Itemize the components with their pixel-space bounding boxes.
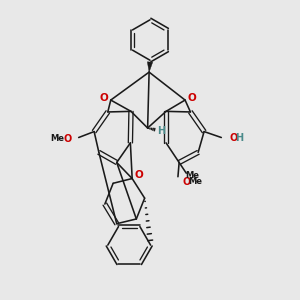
Text: O: O xyxy=(63,134,71,144)
Text: O: O xyxy=(134,170,143,180)
Text: O: O xyxy=(182,176,190,187)
Text: H: H xyxy=(235,133,243,143)
Polygon shape xyxy=(147,62,153,72)
Text: O: O xyxy=(187,93,196,103)
Text: H: H xyxy=(157,126,165,136)
Text: O: O xyxy=(100,93,109,103)
Text: Me: Me xyxy=(185,171,199,180)
Text: Me: Me xyxy=(189,177,202,186)
Text: Me: Me xyxy=(50,134,64,143)
Text: O: O xyxy=(230,133,238,143)
